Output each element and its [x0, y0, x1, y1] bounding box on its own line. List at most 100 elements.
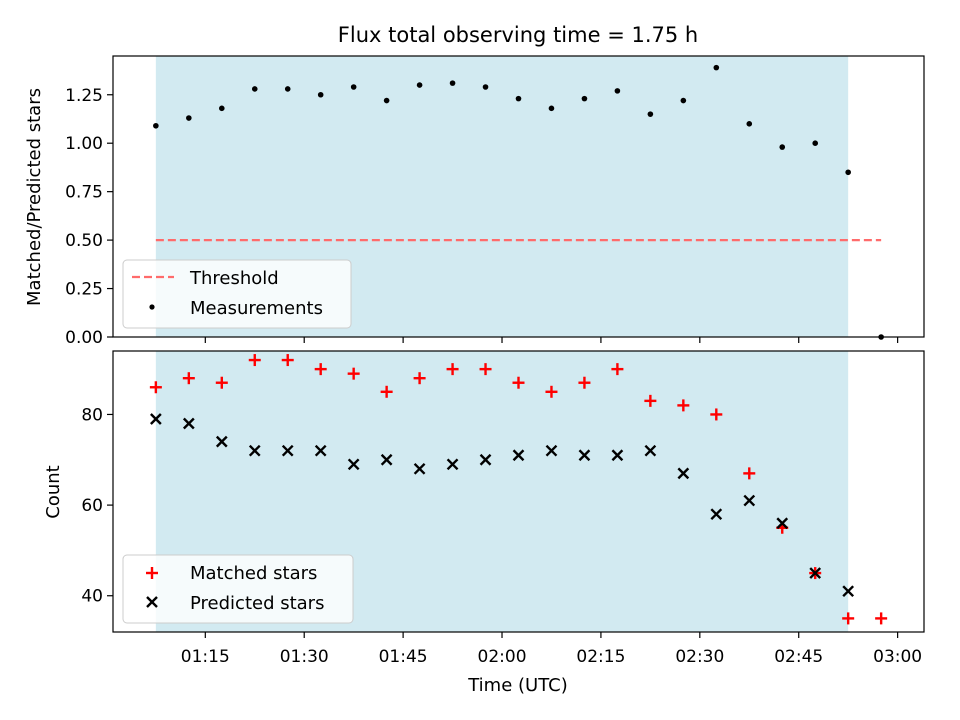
measurement-point [779, 144, 786, 150]
measurement-point [713, 64, 720, 71]
matched-star-point [545, 385, 558, 398]
matched-star-point [677, 399, 690, 412]
measurement-point [581, 95, 588, 102]
measurement-point [153, 122, 159, 129]
measurement-point [515, 95, 522, 102]
measurement-point [449, 80, 456, 86]
matched-star-point [182, 372, 195, 385]
x-tick-label: 01:45 [379, 647, 428, 667]
bottom-legend: Matched stars Predicted stars [122, 554, 354, 624]
matched-star-point [842, 612, 855, 625]
bottom-legend-box [122, 554, 354, 624]
predicted-star-point [281, 444, 294, 457]
matched-star-point [248, 354, 261, 367]
matched-star-point [347, 367, 360, 380]
y-tick-label: 1.00 [65, 134, 103, 154]
predicted-star-point [578, 449, 591, 462]
x-tick-label: 01:30 [280, 647, 329, 667]
measurement-point [383, 97, 390, 104]
predicted-star-point [150, 413, 162, 425]
x-tick-label: 02:45 [774, 647, 823, 667]
matched-star-point [215, 376, 228, 389]
measurement-point [350, 84, 357, 90]
top-legend-box [122, 259, 352, 329]
top-legend: Threshold Measurements [122, 259, 352, 329]
predicted-star-point [710, 508, 723, 521]
x-tick-label: 02:15 [576, 647, 625, 667]
matched-star-point [644, 394, 657, 407]
bottom-y-axis-label: Count [43, 465, 64, 518]
matched-star-point [314, 363, 327, 376]
y-tick-label: 1.25 [65, 86, 103, 106]
measurement-point [284, 86, 291, 92]
measurement-point [416, 82, 423, 88]
matched-star-point [413, 372, 426, 385]
measurement-point [251, 86, 258, 92]
measurement-point [317, 91, 324, 98]
matched-star-point [380, 385, 393, 398]
measurements-legend-label: Measurements [190, 298, 323, 319]
matched-legend-swatch [146, 567, 158, 579]
top-panel: Flux total observing time = 1.75 h Match… [24, 23, 925, 348]
matched-star-point [446, 363, 459, 376]
measurement-point [746, 121, 753, 127]
predicted-star-point [479, 453, 492, 466]
y-tick-label: 60 [81, 496, 103, 516]
y-tick-label: 0.50 [65, 231, 103, 251]
bottom-xticks: 01:15 01:30 01:45 02:00 02:15 02:30 02:45 03:00 [181, 632, 922, 667]
predicted-star-point [611, 449, 624, 462]
y-tick-label: 0.00 [65, 328, 103, 348]
bottom-markers [149, 354, 888, 625]
top-y-axis-label: Matched/Predicted stars [24, 88, 45, 306]
top-plot-frame [112, 55, 925, 338]
predicted-star-point [413, 462, 426, 475]
matched-star-point [578, 376, 591, 389]
x-tick-label: 01:15 [181, 647, 230, 667]
bottom-plot-frame [112, 350, 925, 633]
y-tick-label: 0.25 [65, 280, 103, 300]
x-tick-label: 02:00 [478, 647, 527, 667]
predicted-star-point [215, 435, 228, 448]
measurement-point [680, 97, 687, 104]
measurement-point [647, 111, 654, 117]
y-tick-label: 40 [81, 587, 103, 607]
measurement-point [548, 105, 555, 112]
measurement-point [812, 140, 819, 147]
measurement-point [614, 88, 621, 94]
predicted-legend-label: Predicted stars [190, 593, 324, 614]
top-yticks: 0.00 0.25 0.50 0.75 1.00 1.25 [65, 86, 113, 348]
top-markers [153, 64, 884, 340]
predicted-legend-swatch [146, 596, 158, 608]
matched-star-point [512, 376, 525, 389]
y-tick-label: 0.75 [65, 183, 103, 203]
predicted-star-point [446, 458, 459, 471]
predicted-star-point [380, 453, 393, 466]
predicted-star-point [545, 444, 558, 457]
matched-star-point [875, 612, 888, 625]
predicted-star-point [347, 458, 360, 471]
threshold-legend-label: Threshold [189, 268, 279, 289]
x-axis-label: Time (UTC) [467, 675, 568, 696]
predicted-star-point [644, 444, 657, 457]
predicted-star-point [743, 494, 756, 507]
predicted-star-point [677, 467, 690, 480]
measurement-point [482, 84, 489, 90]
measurement-point [186, 115, 192, 121]
matched-legend-label: Matched stars [190, 563, 317, 584]
measurement-point [218, 105, 225, 112]
x-tick-label: 02:30 [675, 647, 724, 667]
predicted-star-point [776, 517, 789, 530]
top-chart-title: Flux total observing time = 1.75 h [338, 23, 698, 47]
y-tick-label: 80 [81, 405, 103, 425]
top-xticks [204, 337, 899, 343]
bottom-yticks: 40 60 80 [81, 405, 113, 607]
measurement-point [845, 169, 851, 176]
x-tick-label: 03:00 [873, 647, 922, 667]
predicted-star-point [809, 567, 822, 579]
matched-star-point [743, 467, 756, 480]
matched-star-point [710, 408, 723, 421]
matched-star-point [611, 363, 624, 376]
matched-star-point [149, 381, 162, 394]
